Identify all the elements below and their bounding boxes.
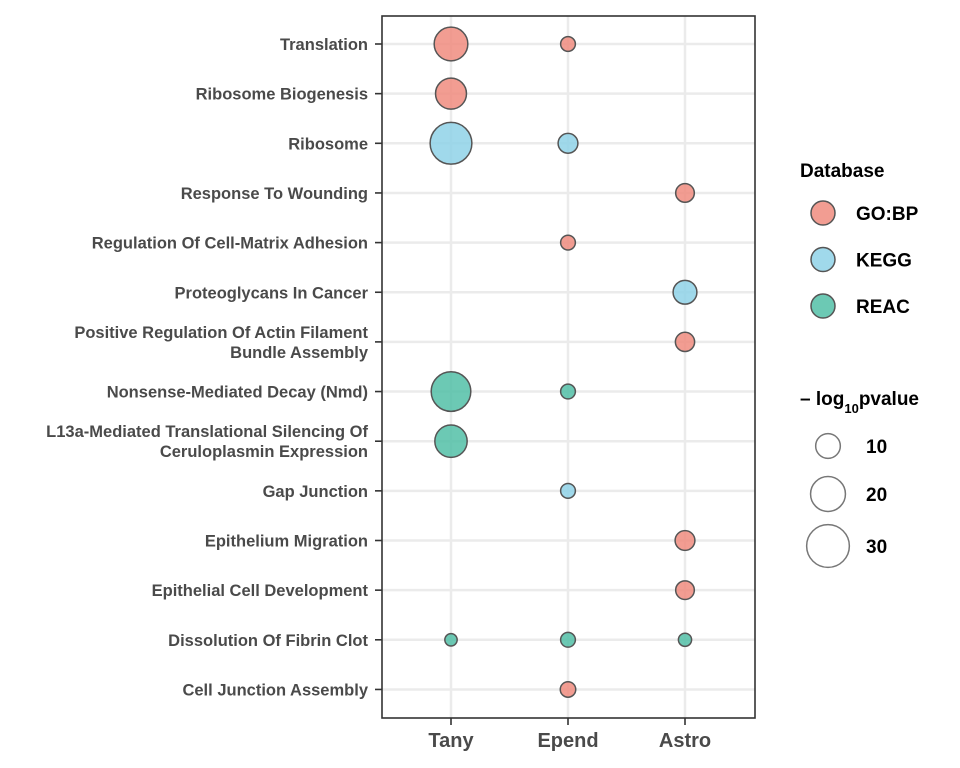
legend-key xyxy=(810,293,836,319)
y-tick-label-line: Bundle Assembly xyxy=(230,344,369,362)
y-tick-label: L13a-Mediated Translational Silencing Of… xyxy=(46,423,368,461)
legend-size-label: 10 xyxy=(866,437,887,458)
legend-database: Database GO:BP KEGG REAC xyxy=(800,161,919,319)
legend-key xyxy=(810,200,836,226)
legend-size-title: – log10pvalue xyxy=(800,389,919,416)
y-tick-label: Dissolution Of Fibrin Clot xyxy=(168,632,368,650)
data-point xyxy=(434,77,468,110)
data-point xyxy=(559,383,577,400)
y-tick-label: Translation xyxy=(280,36,368,54)
data-point xyxy=(430,371,472,413)
legend-label: KEGG xyxy=(856,251,912,272)
legend-size-label: 30 xyxy=(866,537,887,558)
legend-size-key xyxy=(809,475,847,513)
data-point xyxy=(557,132,579,154)
legend-database-title: Database xyxy=(800,161,885,182)
y-tick-label: Ribosome Biogenesis xyxy=(196,86,368,104)
data-point xyxy=(674,529,696,552)
data-point xyxy=(559,482,577,499)
legend-size-label: 20 xyxy=(866,485,887,506)
data-point xyxy=(559,680,577,698)
data-point xyxy=(434,424,468,459)
y-tick-label: Epithelial Cell Development xyxy=(152,582,369,600)
legend-size-title-suffix: pvalue xyxy=(859,389,919,410)
x-axis: Tany Epend Astro xyxy=(428,718,711,752)
legend-size-title-sub: 10 xyxy=(844,401,858,416)
data-point xyxy=(429,121,473,165)
data-point xyxy=(677,632,693,648)
data-point xyxy=(559,234,577,251)
legend-size-key xyxy=(805,523,851,569)
x-tick-label: Epend xyxy=(537,730,598,752)
y-tick-label-line: Positive Regulation Of Actin Filament xyxy=(74,324,368,342)
data-point xyxy=(559,631,577,648)
y-axis: Translation Ribosome Biogenesis Ribosome Re… xyxy=(46,36,382,699)
legend-size-title-prefix: – log xyxy=(800,389,844,410)
y-tick-label: Positive Regulation Of Actin Filament Bun… xyxy=(74,324,369,362)
y-tick-label: Gap Junction xyxy=(263,483,368,501)
data-points xyxy=(429,26,698,698)
data-point xyxy=(674,331,696,353)
y-tick-label: Cell Junction Assembly xyxy=(182,681,368,699)
x-tick-label: Astro xyxy=(659,730,711,752)
y-tick-label: Response To Wounding xyxy=(181,185,368,203)
y-tick-label: Epithelium Migration xyxy=(205,533,368,551)
data-point xyxy=(433,26,469,62)
legend-label: REAC xyxy=(856,297,910,318)
data-point xyxy=(559,35,577,53)
y-tick-label-line: L13a-Mediated Translational Silencing Of xyxy=(46,423,368,441)
y-tick-label: Nonsense-Mediated Decay (Nmd) xyxy=(107,384,368,402)
data-point xyxy=(674,182,696,204)
x-tick-label: Tany xyxy=(428,730,474,752)
y-tick-label: Ribosome xyxy=(288,135,368,153)
legend-label: GO:BP xyxy=(856,204,919,225)
y-tick-label: Proteoglycans In Cancer xyxy=(175,284,369,302)
data-point xyxy=(444,632,458,647)
y-tick-label: Regulation Of Cell-Matrix Adhesion xyxy=(92,235,368,253)
legend-size-key xyxy=(814,432,842,460)
data-point xyxy=(674,580,696,601)
data-point xyxy=(672,279,698,305)
legend-key xyxy=(810,246,836,273)
y-tick-label-line: Ceruloplasmin Expression xyxy=(160,443,368,461)
